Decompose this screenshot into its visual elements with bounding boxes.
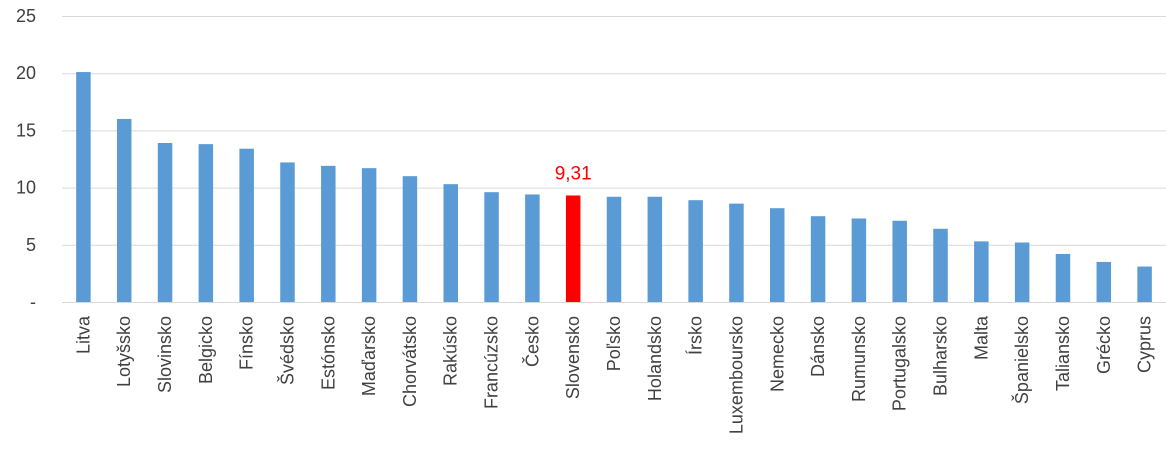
y-axis-ticks: - 5 10 15 20 25 xyxy=(16,6,36,312)
x-category-label: Grécko xyxy=(1094,316,1114,374)
y-tick-label: - xyxy=(30,292,36,312)
x-category-label: Cyprus xyxy=(1135,316,1155,373)
bar xyxy=(770,208,785,302)
x-category-label: Litva xyxy=(73,315,93,354)
bar xyxy=(321,165,336,302)
bar xyxy=(484,192,499,302)
x-category-label: Taliansko xyxy=(1053,316,1073,391)
bar xyxy=(239,148,254,302)
x-category-label: Česko xyxy=(521,316,542,367)
x-category-label: Holandsko xyxy=(645,316,665,401)
x-category-label: Nemecko xyxy=(767,316,787,392)
x-category-label: Maďarsko xyxy=(359,316,379,396)
x-category-label: Švédsko xyxy=(276,316,297,385)
bar xyxy=(361,168,377,302)
bar xyxy=(647,196,663,302)
x-category-label: Bulharsko xyxy=(931,316,951,396)
bar xyxy=(198,144,214,302)
bar xyxy=(443,184,458,302)
bar xyxy=(606,196,622,302)
bar xyxy=(851,218,867,302)
x-category-label: Poľsko xyxy=(604,316,624,371)
y-tick-label: 5 xyxy=(26,235,36,255)
data-labels: 9,31 xyxy=(555,163,592,184)
bar xyxy=(688,200,703,302)
x-category-label: Portugalsko xyxy=(890,316,910,411)
x-category-label: Francúzsko xyxy=(482,316,502,409)
y-tick-label: 15 xyxy=(16,120,36,140)
y-tick-label: 25 xyxy=(16,6,36,26)
x-axis-labels: Litva Lotyšsko Slovinsko Belgicko Fínsko Švéd… xyxy=(73,315,1154,434)
bar-highlighted xyxy=(565,195,581,302)
bar xyxy=(116,118,132,303)
x-category-label: Lotyšsko xyxy=(114,316,134,387)
bar xyxy=(974,241,989,302)
bar xyxy=(157,142,173,302)
x-category-label: Estónsko xyxy=(318,316,338,390)
x-category-label: Slovinsko xyxy=(155,316,175,393)
y-tick-label: 20 xyxy=(16,63,36,83)
bar xyxy=(933,228,948,302)
data-label: 9,31 xyxy=(555,163,592,184)
x-category-label: Rumunsko xyxy=(849,316,869,402)
x-category-label: Dánsko xyxy=(808,316,828,377)
x-category-label: Írsko xyxy=(686,316,706,355)
x-category-label: Španielsko xyxy=(1011,316,1032,404)
bar xyxy=(402,176,418,302)
x-category-label: Chorvátsko xyxy=(400,316,420,407)
bar xyxy=(76,72,91,302)
x-category-label: Slovensko xyxy=(563,316,583,399)
bar xyxy=(1014,242,1030,302)
x-category-label: Fínsko xyxy=(237,316,257,370)
bars xyxy=(76,72,1152,303)
bar xyxy=(1055,253,1071,302)
x-category-label: Rakúsko xyxy=(441,316,461,386)
bar xyxy=(280,162,295,302)
bar xyxy=(729,203,744,302)
x-category-label: Malta xyxy=(971,315,991,360)
x-category-label: Belgicko xyxy=(196,316,216,384)
bar xyxy=(1096,261,1112,302)
y-tick-label: 10 xyxy=(16,178,36,198)
bar xyxy=(1137,266,1152,302)
bar xyxy=(810,216,826,302)
bar xyxy=(525,194,540,302)
x-category-label: Luxemboursko xyxy=(726,316,746,434)
bar xyxy=(892,220,907,302)
